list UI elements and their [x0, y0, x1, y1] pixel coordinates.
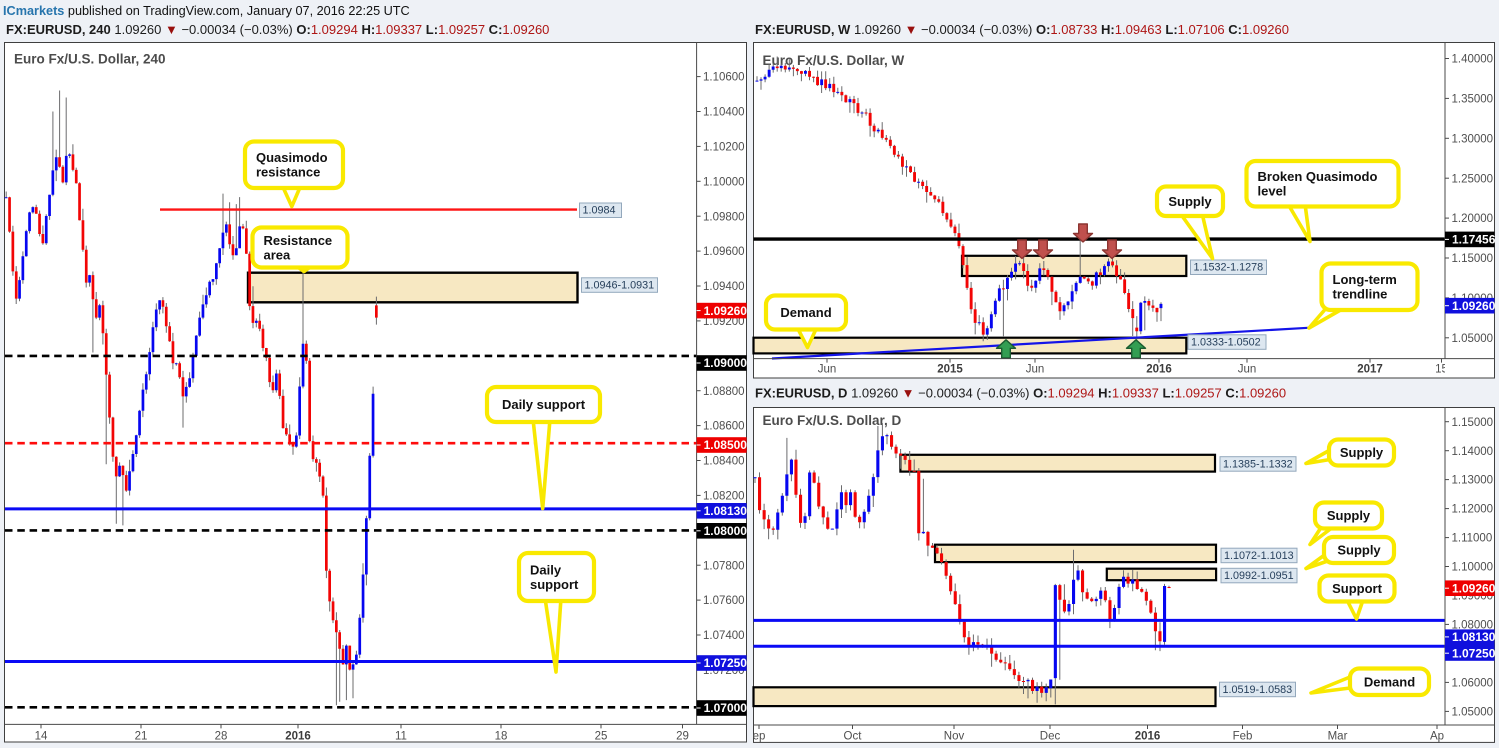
- svg-text:1.08400: 1.08400: [703, 456, 745, 468]
- svg-text:Supply: Supply: [1337, 543, 1381, 558]
- svg-text:1.15000: 1.15000: [1452, 253, 1494, 265]
- svg-text:1.15000: 1.15000: [1452, 417, 1494, 429]
- svg-text:Euro Fx/U.S. Dollar, 240: Euro Fx/U.S. Dollar, 240: [14, 52, 166, 67]
- svg-text:1.09260: 1.09260: [1452, 299, 1496, 313]
- svg-text:1.30000: 1.30000: [1452, 133, 1494, 145]
- svg-text:Daily support: Daily support: [502, 397, 586, 412]
- svg-text:1.07000: 1.07000: [704, 701, 748, 715]
- svg-text:1.07250: 1.07250: [1452, 646, 1496, 660]
- svg-text:1.08000: 1.08000: [1452, 620, 1494, 632]
- svg-text:1.08600: 1.08600: [703, 421, 745, 433]
- svg-text:Broken Quasimodo: Broken Quasimodo: [1258, 169, 1378, 184]
- svg-text:Demand: Demand: [1364, 674, 1415, 689]
- svg-text:FX:EURUSD, 240 1.09260 ▼ −0.00: FX:EURUSD, 240 1.09260 ▼ −0.00034 (−0.03…: [6, 22, 549, 37]
- svg-text:1.09000: 1.09000: [704, 356, 748, 370]
- svg-text:Oct: Oct: [844, 731, 863, 743]
- svg-text:1.10400: 1.10400: [703, 107, 745, 119]
- svg-text:Support: Support: [1332, 581, 1382, 596]
- svg-text:1.0333-1.0502: 1.0333-1.0502: [1191, 337, 1261, 349]
- svg-text:1.08130: 1.08130: [1452, 630, 1496, 644]
- svg-text:1.10600: 1.10600: [703, 72, 745, 84]
- svg-text:1.08000: 1.08000: [704, 524, 748, 538]
- svg-text:11: 11: [395, 731, 407, 743]
- svg-text:1.09800: 1.09800: [703, 211, 745, 223]
- svg-text:15: 15: [1435, 364, 1448, 376]
- svg-text:FX:EURUSD, D 1.09260 ▼ −0.0003: FX:EURUSD, D 1.09260 ▼ −0.00034 (−0.03%)…: [755, 386, 1286, 401]
- svg-text:1.10000: 1.10000: [703, 176, 745, 188]
- svg-text:Quasimodo: Quasimodo: [256, 150, 328, 165]
- svg-text:1.0519-1.0583: 1.0519-1.0583: [1223, 684, 1293, 696]
- svg-text:Feb: Feb: [1233, 731, 1253, 743]
- svg-text:Resistance: Resistance: [264, 233, 333, 248]
- svg-text:1.07400: 1.07400: [703, 630, 745, 642]
- svg-text:21: 21: [135, 731, 148, 743]
- svg-text:1.35000: 1.35000: [1452, 94, 1494, 106]
- svg-text:Dec: Dec: [1040, 731, 1061, 743]
- svg-text:Jun: Jun: [1238, 364, 1257, 376]
- svg-text:1.09260: 1.09260: [1452, 581, 1496, 595]
- svg-text:1.05000: 1.05000: [1452, 707, 1494, 719]
- svg-text:1.25000: 1.25000: [1452, 173, 1494, 185]
- svg-text:25: 25: [595, 731, 608, 743]
- svg-text:2016: 2016: [1146, 364, 1172, 376]
- svg-text:1.06000: 1.06000: [1452, 678, 1494, 690]
- svg-text:Euro Fx/U.S. Dollar, D: Euro Fx/U.S. Dollar, D: [763, 413, 902, 428]
- svg-text:Mar: Mar: [1328, 731, 1348, 743]
- svg-text:1.10000: 1.10000: [1452, 562, 1494, 574]
- svg-text:1.08130: 1.08130: [704, 504, 748, 518]
- svg-text:support: support: [530, 577, 579, 592]
- svg-text:Demand: Demand: [780, 305, 831, 320]
- svg-text:1.08800: 1.08800: [703, 386, 745, 398]
- svg-text:Supply: Supply: [1168, 194, 1212, 209]
- svg-text:1.08500: 1.08500: [704, 438, 748, 452]
- svg-text:1.13000: 1.13000: [1452, 475, 1494, 487]
- svg-text:1.40000: 1.40000: [1452, 54, 1494, 66]
- svg-text:1.12000: 1.12000: [1452, 504, 1494, 516]
- svg-text:1.05000: 1.05000: [1452, 333, 1494, 345]
- svg-text:Supply: Supply: [1327, 508, 1371, 523]
- svg-text:1.07800: 1.07800: [703, 560, 745, 572]
- svg-text:Jun: Jun: [1026, 364, 1045, 376]
- svg-text:area: area: [264, 248, 292, 263]
- svg-text:Supply: Supply: [1340, 445, 1384, 460]
- svg-text:28: 28: [215, 731, 228, 743]
- svg-text:resistance: resistance: [256, 165, 320, 180]
- svg-text:1.14000: 1.14000: [1452, 446, 1494, 458]
- svg-text:1.07250: 1.07250: [704, 656, 748, 670]
- svg-text:2016: 2016: [1135, 731, 1161, 743]
- svg-text:1.1072-1.1013: 1.1072-1.1013: [1224, 550, 1294, 562]
- svg-text:1.07600: 1.07600: [703, 595, 745, 607]
- svg-text:1.0992-1.0951: 1.0992-1.0951: [1224, 570, 1294, 582]
- svg-text:29: 29: [676, 731, 689, 743]
- svg-text:Euro Fx/U.S. Dollar, W: Euro Fx/U.S. Dollar, W: [763, 53, 905, 68]
- svg-text:14: 14: [35, 731, 48, 743]
- svg-text:1.0946-1.0931: 1.0946-1.0931: [585, 280, 655, 292]
- svg-text:1.20000: 1.20000: [1452, 213, 1494, 225]
- svg-text:1.11000: 1.11000: [1452, 533, 1493, 545]
- svg-text:1.09600: 1.09600: [703, 246, 745, 258]
- svg-text:ICmarkets published on Trading: ICmarkets published on TradingView.com, …: [3, 4, 410, 18]
- svg-text:Daily: Daily: [530, 562, 562, 577]
- svg-text:1.1385-1.1332: 1.1385-1.1332: [1223, 458, 1293, 470]
- svg-text:FX:EURUSD, W 1.09260 ▼ −0.0003: FX:EURUSD, W 1.09260 ▼ −0.00034 (−0.03%)…: [755, 22, 1289, 37]
- svg-text:1.1532-1.1278: 1.1532-1.1278: [1194, 262, 1264, 274]
- svg-text:18: 18: [495, 731, 508, 743]
- svg-text:2016: 2016: [285, 731, 311, 743]
- svg-text:1.0984: 1.0984: [583, 205, 616, 217]
- svg-text:Nov: Nov: [944, 731, 965, 743]
- svg-text:Jun: Jun: [818, 364, 837, 376]
- svg-text:2017: 2017: [1357, 364, 1383, 376]
- svg-text:Ap: Ap: [1430, 731, 1444, 743]
- svg-text:2015: 2015: [937, 364, 963, 376]
- svg-text:1.08200: 1.08200: [703, 491, 745, 503]
- svg-text:trendline: trendline: [1333, 287, 1388, 302]
- svg-text:level: level: [1258, 184, 1287, 199]
- svg-text:1.09400: 1.09400: [703, 281, 745, 293]
- svg-text:1.10200: 1.10200: [703, 142, 745, 154]
- svg-text:1.09260: 1.09260: [704, 304, 748, 318]
- svg-text:Long-term: Long-term: [1333, 272, 1397, 287]
- svg-text:ep: ep: [753, 731, 766, 743]
- svg-text:1.09200: 1.09200: [703, 316, 745, 328]
- svg-text:1.17456: 1.17456: [1452, 233, 1496, 247]
